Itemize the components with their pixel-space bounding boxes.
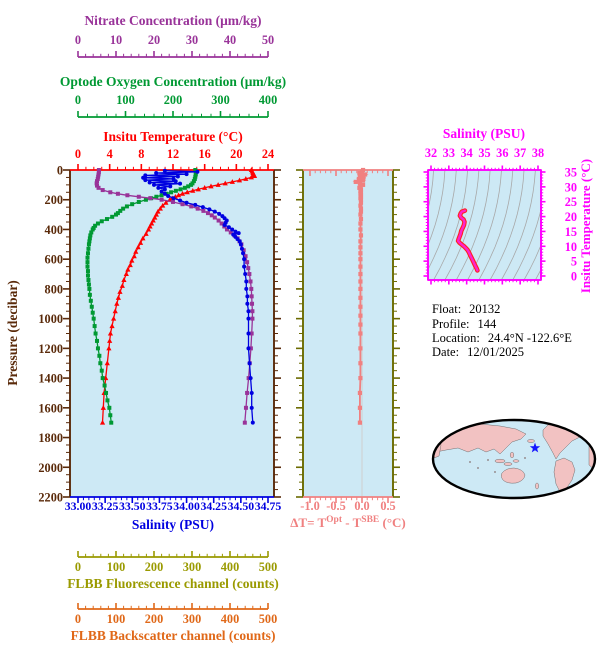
nitrate-axis-title: Nitrate Concentration (μm/kg) [84, 13, 261, 28]
svg-text:1400: 1400 [38, 372, 63, 386]
svg-text:34.00: 34.00 [173, 499, 200, 513]
svg-text:33.75: 33.75 [146, 499, 173, 513]
svg-text:36: 36 [496, 146, 508, 160]
svg-text:500: 500 [259, 560, 277, 574]
svg-text:100: 100 [107, 612, 125, 626]
pressure-axis-title: Pressure (decibar) [5, 280, 20, 386]
svg-text:30: 30 [565, 180, 577, 194]
svg-text:600: 600 [45, 253, 63, 267]
svg-text:15: 15 [565, 225, 577, 239]
svg-text:200: 200 [145, 560, 163, 574]
svg-text:0: 0 [75, 93, 81, 107]
svg-text:300: 300 [183, 560, 201, 574]
svg-text:33: 33 [443, 146, 455, 160]
temperature-axis-title: Insitu Temperature (°C) [103, 129, 242, 144]
svg-text:38: 38 [532, 146, 544, 160]
map-outline [431, 418, 597, 500]
svg-text:0: 0 [57, 164, 63, 178]
svg-text:32: 32 [425, 146, 437, 160]
svg-text:400: 400 [259, 93, 277, 107]
delta-t-axis-title: ΔT= TOpt - TSBE (°C) [290, 515, 406, 530]
svg-text:1800: 1800 [38, 431, 63, 445]
svg-text:37: 37 [514, 146, 526, 160]
svg-text:35: 35 [478, 146, 490, 160]
svg-text:2000: 2000 [38, 461, 63, 475]
svg-text:0: 0 [75, 612, 81, 626]
svg-text:1200: 1200 [38, 342, 63, 356]
svg-text:0.0: 0.0 [354, 499, 369, 513]
svg-text:300: 300 [211, 93, 229, 107]
map-land [433, 420, 595, 493]
svg-text:34: 34 [461, 146, 473, 160]
svg-text:0: 0 [75, 33, 81, 47]
svg-text:33.25: 33.25 [92, 499, 119, 513]
ts-temperature-title: Insitu Temperature (°C) [578, 159, 593, 293]
svg-text:800: 800 [45, 282, 63, 296]
svg-text:16: 16 [199, 147, 211, 161]
world-map [431, 418, 597, 500]
svg-text:400: 400 [221, 560, 239, 574]
svg-text:100: 100 [107, 560, 125, 574]
svg-text:50: 50 [262, 33, 274, 47]
svg-text:20: 20 [230, 147, 242, 161]
svg-text:1600: 1600 [38, 401, 63, 415]
delta-t-panel: -1.0 -0.5 0.0 0.5 [296, 167, 400, 513]
svg-text:0.5: 0.5 [380, 499, 395, 513]
svg-text:0: 0 [571, 270, 577, 284]
svg-text:20: 20 [565, 210, 577, 224]
svg-text:4: 4 [107, 147, 113, 161]
svg-text:34.25: 34.25 [200, 499, 227, 513]
svg-text:200: 200 [164, 93, 182, 107]
main-profile-plot: 0200400600800100012001400160018002000220… [38, 147, 281, 513]
svg-text:400: 400 [45, 223, 63, 237]
flbb-backscatter-title: FLBB Backscatter channel (counts) [71, 628, 276, 643]
svg-text:-1.0: -1.0 [300, 499, 319, 513]
svg-text:300: 300 [183, 612, 201, 626]
nitrate-scalebar: 0 10 20 30 40 50 [75, 33, 274, 58]
svg-text:0: 0 [75, 147, 81, 161]
flbb-backscatter-scalebar: 0 100 200 300 400 500 [75, 603, 277, 626]
flbb-fluorescence-scalebar: 0 100 200 300 400 500 [75, 551, 277, 574]
svg-text:1000: 1000 [38, 312, 63, 326]
svg-text:100: 100 [116, 93, 134, 107]
float-location-star [529, 442, 541, 453]
svg-text:400: 400 [221, 612, 239, 626]
svg-text:8: 8 [138, 147, 144, 161]
float-info-row: Profile: 144 [432, 317, 497, 331]
svg-text:25: 25 [565, 195, 577, 209]
svg-text:20: 20 [148, 33, 160, 47]
svg-text:5: 5 [571, 255, 577, 269]
svg-text:10: 10 [110, 33, 122, 47]
float-info-row: Location: 24.4°N -122.6°E [432, 331, 572, 345]
flbb-fluorescence-title: FLBB Fluorescence channel (counts) [67, 576, 279, 591]
svg-text:200: 200 [145, 612, 163, 626]
svg-text:24: 24 [262, 147, 274, 161]
svg-text:200: 200 [45, 193, 63, 207]
svg-text:33.50: 33.50 [119, 499, 146, 513]
svg-text:0: 0 [75, 560, 81, 574]
svg-text:30: 30 [186, 33, 198, 47]
float-info-row: Date: 12/01/2025 [432, 345, 524, 359]
float-info: Float: 20132 Profile: 144 Location: 24.4°N … [432, 302, 572, 359]
oxygen-axis-title: Optode Oxygen Concentration (μm/kg) [60, 74, 286, 89]
ts-salinity-title: Salinity (PSU) [443, 126, 525, 141]
oxygen-scalebar: 0 100 200 300 400 [75, 93, 277, 118]
svg-text:34.50: 34.50 [228, 499, 255, 513]
svg-text:34.75: 34.75 [255, 499, 282, 513]
svg-text:10: 10 [565, 240, 577, 254]
svg-text:2200: 2200 [38, 491, 63, 505]
svg-text:35: 35 [565, 166, 577, 180]
svg-text:33.00: 33.00 [65, 499, 92, 513]
svg-text:500: 500 [259, 612, 277, 626]
float-info-row: Float: 20132 [432, 302, 500, 316]
svg-text:-0.5: -0.5 [326, 499, 345, 513]
svg-text:40: 40 [224, 33, 236, 47]
salinity-axis-title: Salinity (PSU) [132, 517, 214, 532]
svg-text:12: 12 [167, 147, 179, 161]
